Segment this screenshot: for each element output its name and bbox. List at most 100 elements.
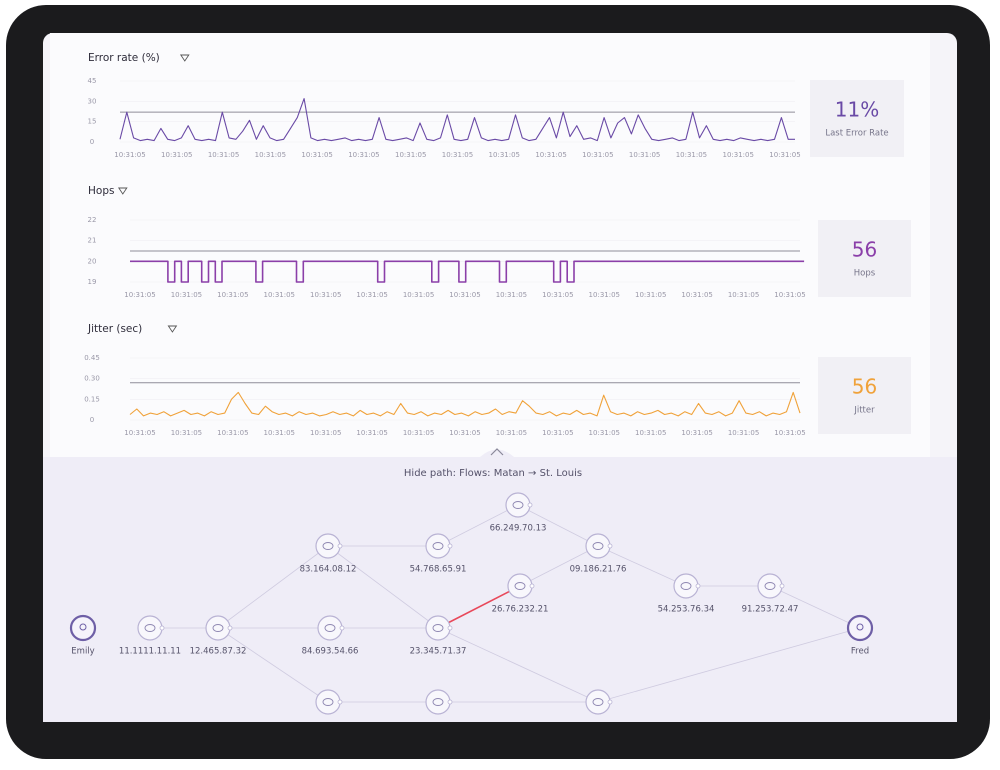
hop-node <box>425 533 451 559</box>
edge <box>517 504 599 547</box>
x-tick-label: 10:31:05 <box>681 429 712 437</box>
data-line <box>119 98 795 142</box>
node-icon <box>592 698 604 706</box>
x-tick-label: 10:31:05 <box>124 291 155 299</box>
x-tick-label: 10:31:05 <box>171 291 202 299</box>
filter-icon <box>117 187 128 195</box>
node-label: Fred <box>851 647 869 657</box>
panel-tab[interactable] <box>480 449 514 458</box>
x-tick-label: 10:31:05 <box>589 291 620 299</box>
node-label: Emily <box>71 647 94 657</box>
hop-node <box>585 533 611 559</box>
highlighted-edge <box>437 585 521 629</box>
node-port <box>607 543 613 549</box>
metrics-panel <box>50 33 930 457</box>
node-icon <box>432 542 444 550</box>
x-tick-label: 10:31:05 <box>635 429 666 437</box>
hop-node <box>205 615 231 641</box>
x-tick-label: 10:31:05 <box>264 291 295 299</box>
node-icon <box>432 624 444 632</box>
node-label: 66.249.70.13 <box>490 524 547 534</box>
node-icon <box>432 698 444 706</box>
node-icon <box>680 582 692 590</box>
x-tick-label: 10:31:05 <box>769 151 800 159</box>
edge <box>597 545 687 587</box>
y-tick-label: 30 <box>88 97 97 105</box>
x-tick-label: 10:31:05 <box>496 291 527 299</box>
x-tick-label: 10:31:05 <box>728 429 759 437</box>
hop-node <box>507 573 533 599</box>
x-tick-label: 10:31:05 <box>217 291 248 299</box>
x-tick-label: 10:31:05 <box>449 291 480 299</box>
x-tick-label: 10:31:05 <box>255 151 286 159</box>
y-tick-label: 22 <box>88 216 97 224</box>
node-port <box>447 625 453 631</box>
x-tick-label: 10:31:05 <box>496 429 527 437</box>
stat-value: 11% <box>835 98 879 122</box>
node-port <box>529 583 535 589</box>
edge <box>437 627 599 703</box>
y-tick-label: 20 <box>88 257 97 265</box>
edge <box>327 545 439 629</box>
edge <box>437 504 519 547</box>
path-diagram: Emily 11.1111.11.11 12.465.87.32 83.164.08.… <box>69 492 874 715</box>
x-tick-label: 10:31:05 <box>348 151 379 159</box>
x-tick-label: 10:31:05 <box>681 291 712 299</box>
x-tick-label: 10:31:05 <box>774 291 805 299</box>
hop-node <box>673 573 699 599</box>
endpoint-node <box>69 614 97 642</box>
x-tick-label: 10:31:05 <box>722 151 753 159</box>
node-port <box>695 583 701 589</box>
y-tick-label: 0.15 <box>84 395 100 403</box>
endpoint-node <box>846 614 874 642</box>
node-port <box>447 699 453 705</box>
x-tick-label: 10:31:05 <box>489 151 520 159</box>
node-icon <box>514 582 526 590</box>
x-tick-label: 10:31:05 <box>310 291 341 299</box>
hop-node <box>425 689 451 715</box>
hop-node <box>585 689 611 715</box>
y-tick-label: 21 <box>88 237 97 245</box>
x-tick-label: 10:31:05 <box>676 151 707 159</box>
y-tick-label: 0.45 <box>84 354 100 362</box>
y-tick-label: 0 <box>90 416 94 424</box>
node-pin <box>856 623 864 631</box>
hop-node <box>315 533 341 559</box>
stat-value: 56 <box>852 375 877 399</box>
node-icon <box>324 624 336 632</box>
chart-title: Error rate (%) <box>88 52 160 64</box>
x-tick-label: 10:31:05 <box>114 151 145 159</box>
stat-label: Hops <box>854 269 876 279</box>
x-tick-label: 10:31:05 <box>171 429 202 437</box>
node-icon <box>764 582 776 590</box>
node-label: 11.1111.11.11 <box>119 647 181 657</box>
x-tick-label: 10:31:05 <box>310 429 341 437</box>
stat-card <box>810 80 904 157</box>
hop-node <box>425 615 451 641</box>
y-tick-label: 0.30 <box>84 375 100 383</box>
hop-node <box>137 615 163 641</box>
filter-icon <box>179 54 190 62</box>
x-tick-label: 10:31:05 <box>217 429 248 437</box>
node-label: 91.253.72.47 <box>742 605 799 615</box>
node-icon <box>144 624 156 632</box>
x-tick-label: 10:31:05 <box>535 151 566 159</box>
node-icon <box>512 501 524 509</box>
stat-label: Jitter <box>853 406 875 416</box>
x-tick-label: 10:31:05 <box>629 151 660 159</box>
path-title[interactable]: Hide path: Flows: Matan → St. Louis <box>404 468 582 479</box>
node-port <box>527 502 533 508</box>
hop-node <box>505 492 531 518</box>
edge <box>217 545 329 629</box>
x-tick-label: 10:31:05 <box>301 151 332 159</box>
collapse-icon[interactable] <box>490 448 504 456</box>
stat-label: Last Error Rate <box>825 129 888 139</box>
node-icon <box>322 698 334 706</box>
x-tick-label: 10:31:05 <box>542 291 573 299</box>
x-tick-label: 10:31:05 <box>635 291 666 299</box>
x-tick-label: 10:31:05 <box>208 151 239 159</box>
x-tick-label: 10:31:05 <box>728 291 759 299</box>
node-icon <box>322 542 334 550</box>
node-pin <box>79 623 87 631</box>
